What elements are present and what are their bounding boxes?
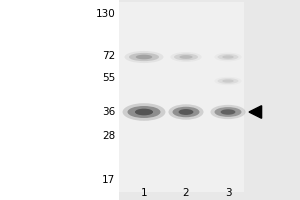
Text: 17: 17 [102, 175, 116, 185]
Ellipse shape [218, 54, 239, 60]
Text: 55: 55 [102, 73, 116, 83]
Polygon shape [249, 106, 262, 118]
Text: 36: 36 [102, 107, 116, 117]
Text: 2: 2 [183, 188, 189, 198]
Ellipse shape [128, 106, 160, 118]
Ellipse shape [136, 55, 152, 59]
Ellipse shape [222, 55, 234, 59]
Ellipse shape [135, 109, 153, 115]
Text: 1: 1 [141, 188, 147, 198]
Text: 28: 28 [102, 131, 116, 141]
Ellipse shape [178, 109, 194, 115]
Ellipse shape [129, 53, 159, 61]
Ellipse shape [172, 107, 200, 117]
Ellipse shape [220, 109, 236, 115]
Ellipse shape [170, 52, 202, 62]
FancyBboxPatch shape [118, 2, 244, 192]
Ellipse shape [214, 107, 242, 117]
Text: 130: 130 [96, 9, 116, 19]
Ellipse shape [123, 103, 166, 121]
Text: 72: 72 [102, 51, 116, 61]
FancyBboxPatch shape [0, 0, 118, 200]
Ellipse shape [124, 51, 164, 63]
Ellipse shape [174, 54, 198, 60]
Ellipse shape [218, 78, 239, 84]
Ellipse shape [211, 105, 246, 119]
Ellipse shape [222, 79, 234, 83]
Ellipse shape [179, 55, 193, 59]
Text: 3: 3 [225, 188, 231, 198]
Ellipse shape [169, 104, 204, 120]
